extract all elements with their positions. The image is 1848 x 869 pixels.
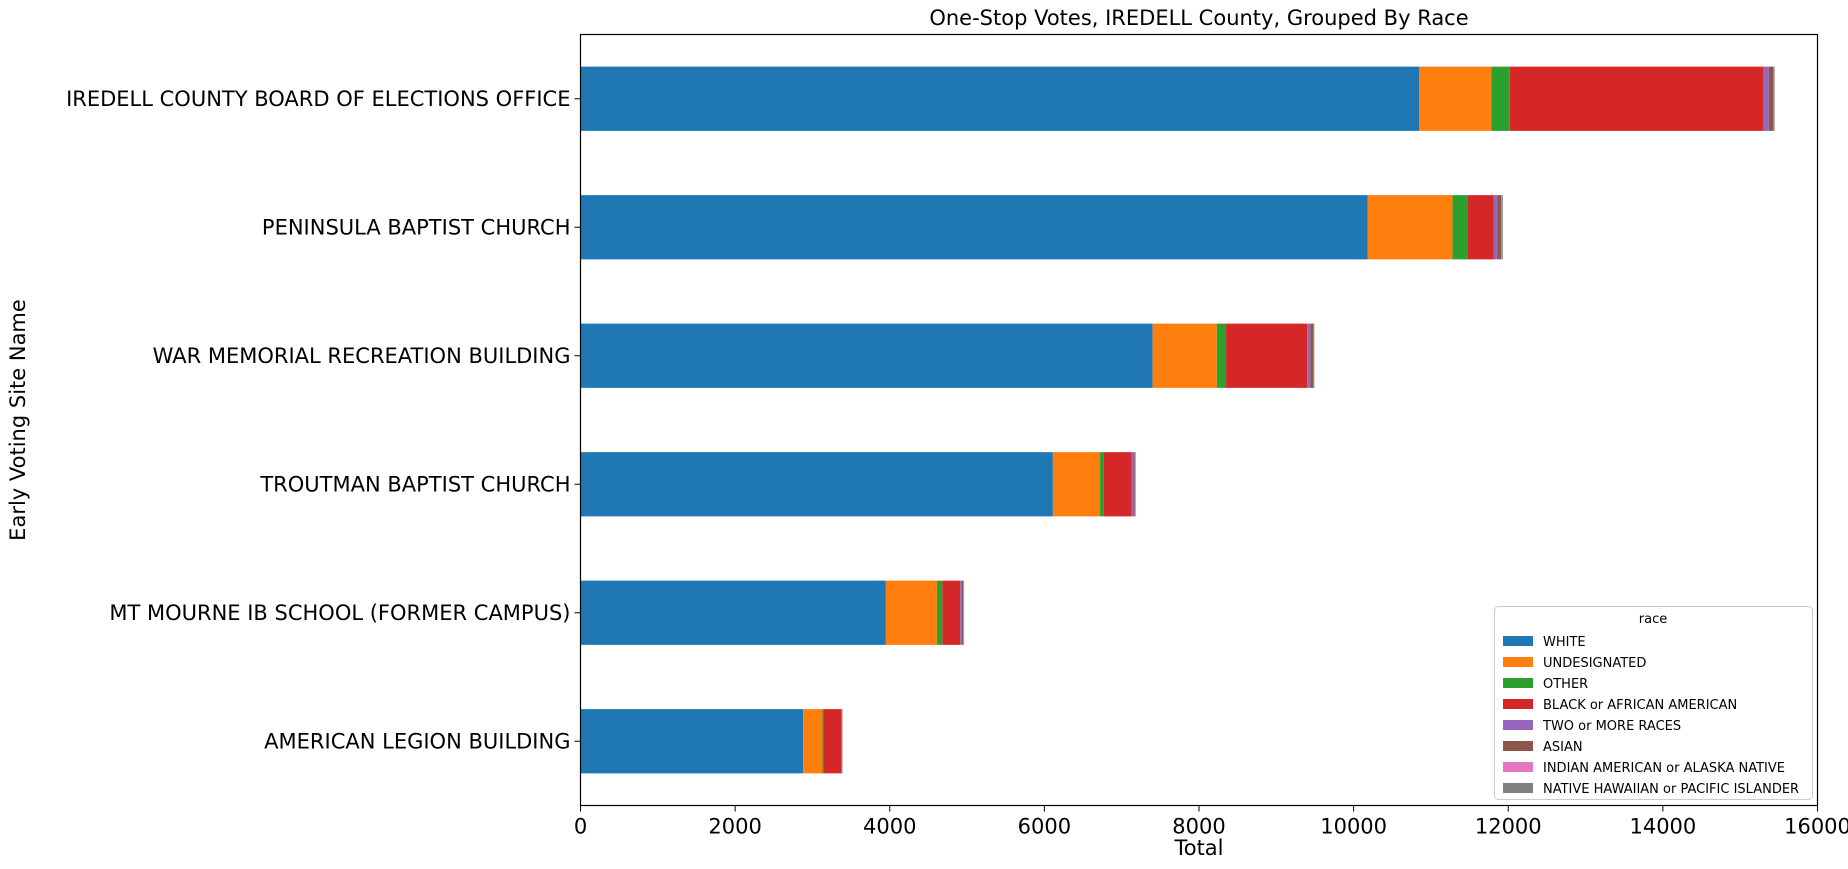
legend-label: NATIVE HAWAIIAN or PACIFIC ISLANDER bbox=[1543, 782, 1799, 797]
legend-swatch bbox=[1503, 657, 1533, 667]
legend-label: UNDESIGNATED bbox=[1543, 656, 1646, 671]
bar-segment bbox=[1313, 323, 1315, 388]
bar-segment bbox=[1467, 195, 1494, 260]
y-tick-label: PENINSULA BAPTIST CHURCH bbox=[262, 215, 571, 239]
bar-segment bbox=[1493, 195, 1498, 260]
bar-segment bbox=[1768, 66, 1774, 131]
bar-segment bbox=[580, 195, 1368, 260]
chart-title: One-Stop Votes, IREDELL County, Grouped … bbox=[929, 6, 1468, 30]
x-tick-label: 14000 bbox=[1629, 815, 1696, 839]
bar-segment bbox=[841, 709, 843, 774]
bar-segment bbox=[1774, 66, 1775, 131]
bar-segment bbox=[963, 580, 964, 645]
y-ticks-layer: IREDELL COUNTY BOARD OF ELECTIONS OFFICE… bbox=[66, 87, 581, 753]
bar-segment bbox=[885, 580, 937, 645]
bar-segment bbox=[580, 709, 804, 774]
bar-segment bbox=[1313, 323, 1314, 388]
x-tick-label: 10000 bbox=[1320, 815, 1387, 839]
plot-frame bbox=[579, 33, 1819, 807]
bar-segment bbox=[1131, 452, 1134, 517]
bar-segment bbox=[1509, 66, 1764, 131]
x-tick-label: 12000 bbox=[1475, 815, 1542, 839]
legend-label: ASIAN bbox=[1543, 740, 1583, 755]
y-tick-label: WAR MEMORIAL RECREATION BUILDING bbox=[153, 344, 571, 368]
legend-swatch bbox=[1503, 783, 1533, 793]
bar-segment bbox=[1216, 323, 1227, 388]
bar-segment bbox=[1103, 452, 1132, 517]
y-tick-label: IREDELL COUNTY BOARD OF ELECTIONS OFFICE bbox=[66, 87, 570, 111]
x-tick-label: 6000 bbox=[1018, 815, 1071, 839]
bar-segment bbox=[580, 323, 1153, 388]
legend-swatch bbox=[1503, 720, 1533, 730]
bar-segment bbox=[1763, 66, 1769, 131]
y-tick-label: AMERICAN LEGION BUILDING bbox=[264, 729, 570, 753]
bar-segment bbox=[841, 709, 842, 774]
legend-box bbox=[1494, 606, 1813, 800]
legend-swatch bbox=[1503, 699, 1533, 709]
x-tick-label: 8000 bbox=[1172, 815, 1225, 839]
bars-layer bbox=[580, 66, 1775, 774]
x-axis-label: Total bbox=[1173, 836, 1223, 860]
legend-label: TWO or MORE RACES bbox=[1542, 719, 1681, 734]
bar-segment bbox=[936, 580, 943, 645]
legend-swatch bbox=[1503, 762, 1533, 772]
bar-segment bbox=[1419, 66, 1492, 131]
bar-segment bbox=[1134, 452, 1136, 517]
y-tick-label: MT MOURNE IB SCHOOL (FORMER CAMPUS) bbox=[109, 601, 570, 625]
bar-segment bbox=[1502, 195, 1503, 260]
legend-label: OTHER bbox=[1543, 677, 1588, 692]
bar-segment bbox=[963, 580, 965, 645]
bar-segment bbox=[960, 580, 962, 645]
x-tick-label: 2000 bbox=[708, 815, 761, 839]
bar-segment bbox=[1135, 452, 1136, 517]
bar-segment bbox=[580, 66, 1420, 131]
y-axis-label: Early Voting Site Name bbox=[6, 299, 30, 541]
x-tick-label: 4000 bbox=[863, 815, 916, 839]
bar-segment bbox=[942, 580, 961, 645]
bar-segment bbox=[1491, 66, 1510, 131]
x-tick-label: 16000 bbox=[1784, 815, 1848, 839]
bar-segment bbox=[580, 452, 1053, 517]
bar-segment bbox=[961, 580, 964, 645]
legend-title: race bbox=[1639, 612, 1667, 627]
bar-segment bbox=[580, 580, 886, 645]
bar-segment bbox=[803, 709, 823, 774]
y-tick-label: TROUTMAN BAPTIST CHURCH bbox=[259, 472, 570, 496]
legend-items: WHITE UNDESIGNATED OTHER BLACK or AFRICAN A… bbox=[1503, 635, 1799, 797]
bar-segment bbox=[823, 709, 842, 774]
bar-segment bbox=[841, 709, 842, 774]
bar-segment bbox=[1367, 195, 1453, 260]
bar-segment bbox=[1226, 323, 1308, 388]
legend-label: WHITE bbox=[1543, 635, 1586, 650]
legend-label: INDIAN AMERICAN or ALASKA NATIVE bbox=[1543, 761, 1785, 776]
bar-segment bbox=[1052, 452, 1101, 517]
legend: race WHITE UNDESIGNATED OTHER BLACK or AFRI… bbox=[1494, 606, 1813, 800]
x-tick-label: 0 bbox=[574, 815, 587, 839]
bar-segment bbox=[1307, 323, 1311, 388]
legend-swatch bbox=[1503, 636, 1533, 646]
bar-segment bbox=[1501, 195, 1503, 260]
bar-segment bbox=[1497, 195, 1502, 260]
bar-segment bbox=[1773, 66, 1775, 131]
bar-segment bbox=[1100, 452, 1104, 517]
bar-segment bbox=[1310, 323, 1314, 388]
legend-swatch bbox=[1503, 741, 1533, 751]
legend-label: BLACK or AFRICAN AMERICAN bbox=[1543, 698, 1737, 713]
x-ticks-layer: 0 2000 4000 6000 8000 10000 12000 14000 16000 bbox=[574, 805, 1848, 839]
bar-segment bbox=[1152, 323, 1217, 388]
bar-segment bbox=[822, 709, 824, 774]
bar-segment bbox=[1133, 452, 1135, 517]
legend-swatch bbox=[1503, 678, 1533, 688]
bar-segment bbox=[1452, 195, 1468, 260]
